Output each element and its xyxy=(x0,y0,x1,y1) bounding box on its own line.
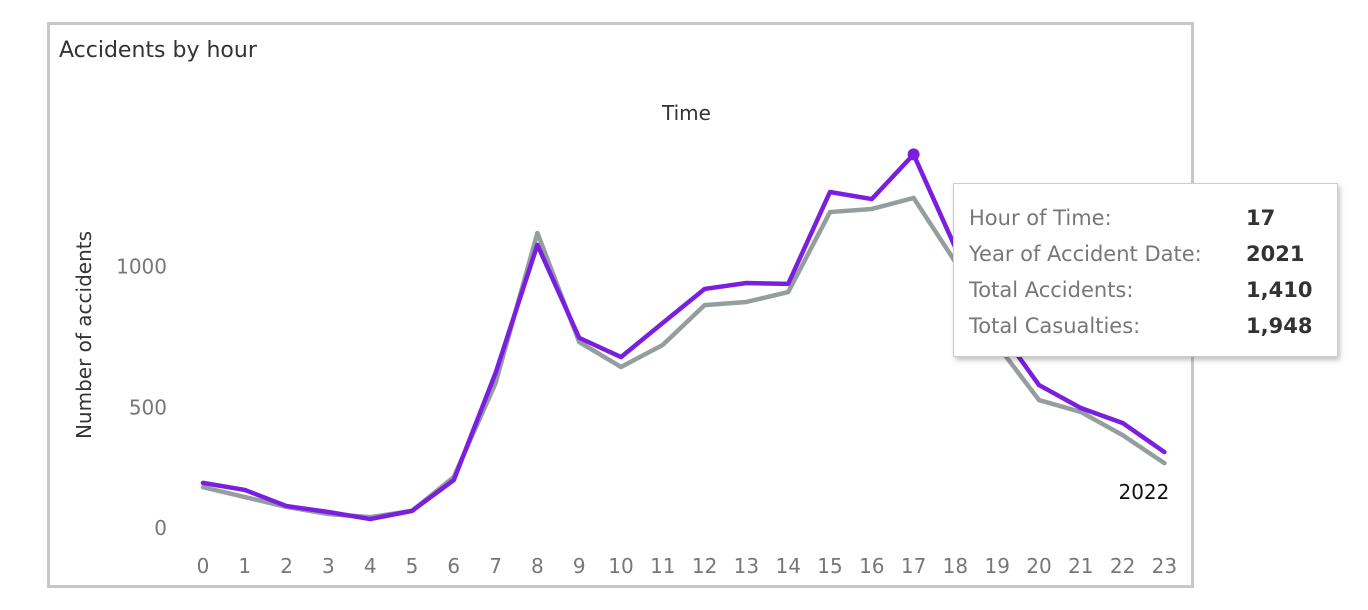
x-tick-label: 22 xyxy=(1110,554,1135,578)
tooltip-value: 2021 xyxy=(1246,242,1305,266)
tooltip: Hour of Time: 17 Year of Accident Date: 20… xyxy=(953,183,1338,357)
x-tick-label: 8 xyxy=(531,554,544,578)
tooltip-row: Total Casualties: 1,948 xyxy=(969,308,1337,344)
x-tick-label: 3 xyxy=(322,554,335,578)
x-tick-label: 12 xyxy=(692,554,717,578)
x-tick-label: 20 xyxy=(1026,554,1051,578)
tooltip-row: Hour of Time: 17 xyxy=(969,200,1337,236)
tooltip-label: Hour of Time: xyxy=(969,206,1112,230)
tooltip-value: 1,410 xyxy=(1246,278,1313,302)
x-tick-label: 7 xyxy=(489,554,502,578)
series-end-label: 2022 xyxy=(1118,480,1169,504)
tooltip-label: Total Accidents: xyxy=(969,278,1134,302)
tooltip-row: Year of Accident Date: 2021 xyxy=(969,236,1337,272)
y-tick-label: 0 xyxy=(154,516,167,540)
tooltip-label: Total Casualties: xyxy=(969,314,1141,338)
x-tick-label: 16 xyxy=(859,554,884,578)
tooltip-label: Year of Accident Date: xyxy=(969,242,1202,266)
x-tick-label: 13 xyxy=(734,554,759,578)
x-tick-label: 19 xyxy=(984,554,1009,578)
x-tick-label: 4 xyxy=(364,554,377,578)
x-tick-label: 23 xyxy=(1152,554,1177,578)
x-tick-label: 2 xyxy=(280,554,293,578)
x-tick-label: 14 xyxy=(775,554,800,578)
x-axis-title: Time xyxy=(662,101,711,125)
x-tick-label: 1 xyxy=(238,554,251,578)
y-tick-label: 1000 xyxy=(116,254,167,278)
x-tick-label: 18 xyxy=(943,554,968,578)
tooltip-row: Total Accidents: 1,410 xyxy=(969,272,1337,308)
x-tick-label: 21 xyxy=(1068,554,1093,578)
x-tick-label: 15 xyxy=(817,554,842,578)
x-tick-label: 17 xyxy=(901,554,926,578)
x-tick-label: 11 xyxy=(650,554,675,578)
x-tick-label: 9 xyxy=(573,554,586,578)
highlighted-point xyxy=(907,148,920,161)
y-tick-label: 500 xyxy=(129,396,167,420)
chart-title: Accidents by hour xyxy=(59,38,257,63)
x-tick-label: 6 xyxy=(447,554,460,578)
x-tick-label: 5 xyxy=(406,554,419,578)
x-tick-label: 0 xyxy=(197,554,210,578)
x-tick-label: 10 xyxy=(608,554,633,578)
tooltip-value: 1,948 xyxy=(1246,314,1313,338)
tooltip-value: 17 xyxy=(1246,206,1276,230)
